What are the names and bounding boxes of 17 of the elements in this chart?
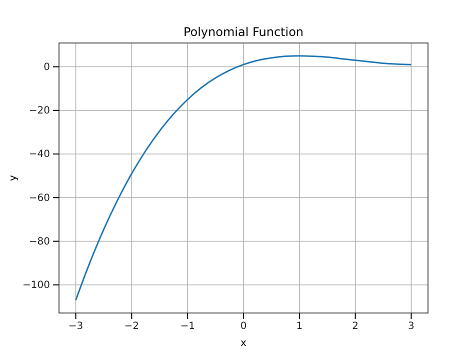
y-tick-label: −20 [28,106,50,117]
x-tick-label: 2 [352,321,359,332]
y-tick-label: 0 [44,62,50,73]
x-tick-label: 3 [408,321,414,332]
x-tick-label: 1 [296,321,303,332]
x-tick-label: −3 [68,321,84,332]
x-tick-label: −1 [180,321,195,332]
y-tick-label: −100 [22,280,50,292]
x-tick-label: 0 [240,321,247,332]
x-tick-label: −2 [124,321,140,332]
y-tick-label: −40 [28,149,50,160]
y-tick-label: −60 [28,192,50,204]
y-axis-title: y [8,174,19,181]
x-axis-title: x [240,338,247,349]
chart-title: Polynomial Function [183,25,304,39]
line-series [75,55,412,301]
y-tick-label: −80 [28,236,50,248]
